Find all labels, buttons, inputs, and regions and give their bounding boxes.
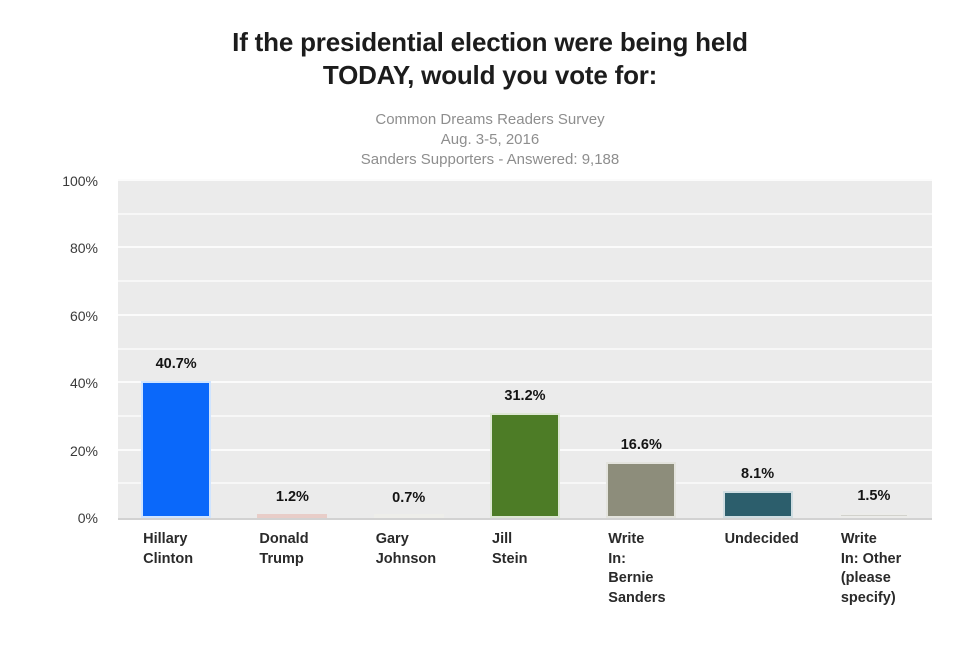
bar-slot: 31.2% <box>467 181 583 518</box>
x-axis-category-line: Jill <box>492 531 513 547</box>
bar-value-label: 40.7% <box>155 355 197 372</box>
x-axis-category-line: Gary <box>375 531 409 547</box>
x-axis-category-label: Gary Johnson <box>376 530 488 569</box>
y-axis-tick-label: 0% <box>77 510 98 526</box>
y-axis-tick-label: 80% <box>69 240 98 257</box>
x-axis-category-line: Undecided <box>724 531 799 547</box>
chart-subtitle-survey: Common Dreams Readers Survey <box>375 111 605 128</box>
x-axis-category-line: (please <box>840 570 891 587</box>
bar-value-label: 16.6% <box>620 437 662 454</box>
chart-title: If the presidential election were being … <box>130 26 850 93</box>
x-axis-category-label: Write In: Bernie Sanders <box>608 530 720 609</box>
bar-value-label: 31.2% <box>504 387 546 404</box>
bar-slot: 16.6% <box>583 181 699 518</box>
x-axis-category-line: Hillary <box>143 531 188 547</box>
x-axis-category-line: Sanders <box>608 590 666 607</box>
chart-title-line-1: If the presidential election were being … <box>232 27 748 57</box>
x-axis-category-label: Undecided <box>725 530 837 550</box>
bar-slot: 8.1% <box>699 181 815 518</box>
x-axis: Hillary Clinton Donald Trump Gary Johnson Jill… <box>118 530 932 645</box>
gridline <box>118 212 932 215</box>
bar[interactable] <box>722 490 793 518</box>
x-axis-category-label: Jill Stein <box>492 530 604 569</box>
x-axis-category-line: Bernie <box>608 570 654 587</box>
bars-layer: 40.7% 1.2% 0.7% 31.2% 16.6% 8.1% 1.5% <box>118 181 932 518</box>
bar-slot: 40.7% <box>118 181 234 518</box>
chart-title-block: If the presidential election were being … <box>0 26 980 93</box>
chart-subtitle-respondents: Sanders Supporters - Answered: 9,188 <box>360 150 620 168</box>
bar[interactable] <box>489 412 560 518</box>
x-axis-category-line: Johnson <box>375 550 437 567</box>
chart-subtitle-date: Aug. 3-5, 2016 <box>440 130 540 148</box>
y-axis-tick-label: 100% <box>62 173 98 189</box>
x-axis-line <box>118 518 932 520</box>
gridline <box>118 246 932 249</box>
x-axis-category-label: Write In: Other (please specify) <box>841 530 953 609</box>
bar[interactable] <box>606 462 677 518</box>
gridline <box>118 280 932 283</box>
bar-slot: 1.2% <box>234 181 350 518</box>
bar[interactable] <box>141 380 212 518</box>
x-axis-category-line: specify) <box>840 590 896 607</box>
y-axis: 0% 20% 40% 60% 80% 100% <box>0 173 110 526</box>
x-axis-category-label: Donald Trump <box>259 530 371 569</box>
bar-slot: 0.7% <box>351 181 467 518</box>
bar-value-label: 1.2% <box>275 488 309 505</box>
chart-subtitle-block: Common Dreams Readers Survey Aug. 3-5, 2… <box>0 110 980 170</box>
chart-title-line-2: TODAY, would you vote for: <box>322 60 658 91</box>
gridline <box>118 313 932 316</box>
y-axis-tick-label: 40% <box>69 375 98 392</box>
y-axis-tick-label: 60% <box>69 307 98 324</box>
x-axis-category-line: In: Other <box>840 550 902 567</box>
x-axis-category-line: Donald <box>259 531 309 547</box>
bar-slot: 1.5% <box>816 181 932 518</box>
bar-value-label: 0.7% <box>392 490 426 506</box>
x-axis-category-line: Write <box>840 531 877 547</box>
gridline <box>118 347 932 350</box>
x-axis-category-line: Clinton <box>143 550 194 567</box>
bar-value-label: 1.5% <box>857 487 891 504</box>
bar[interactable] <box>257 513 328 518</box>
bar[interactable] <box>373 514 444 518</box>
gridline <box>118 381 932 384</box>
bar[interactable] <box>838 512 909 518</box>
x-axis-category-line: Trump <box>259 550 304 567</box>
x-axis-category-line: Stein <box>492 550 528 567</box>
y-axis-tick-label: 20% <box>69 442 98 459</box>
x-axis-category-line: In: <box>608 550 626 567</box>
gridline <box>118 179 932 181</box>
x-axis-category-label: Hillary Clinton <box>143 530 255 569</box>
bar-value-label: 8.1% <box>741 465 775 482</box>
x-axis-category-line: Write <box>608 531 645 547</box>
